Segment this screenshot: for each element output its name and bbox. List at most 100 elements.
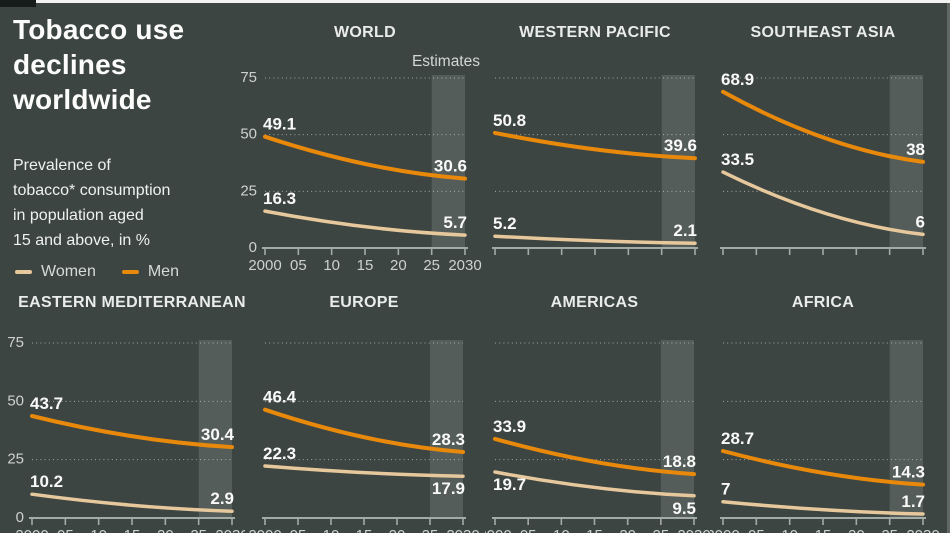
- women-end-value: 2.9: [210, 489, 234, 508]
- panel-chart-world: 2000 05 10 15 20 25 2030 75 50 25 0 Estimates 49.1 30…: [240, 53, 481, 274]
- x-tick-label: 2030: [215, 527, 245, 533]
- subtitle-line-1: Prevalence of: [13, 157, 111, 174]
- women-line: [493, 234, 697, 245]
- x-tick-label: 2000: [248, 527, 281, 533]
- women-line: [493, 470, 696, 498]
- men-line: [263, 134, 467, 181]
- estimates-band: [889, 340, 923, 518]
- women-start-value: 33.5: [721, 150, 754, 169]
- page-title: Tobacco use declines worldwide: [13, 12, 231, 117]
- panel-chart-americas: 2000 05 10 15 20 25 2030 33.9 18.8 19.7 9.5: [485, 340, 710, 533]
- x-tick-label: 25: [423, 257, 440, 274]
- x-tick-label: 25: [190, 527, 207, 533]
- estimates-band: [198, 340, 232, 518]
- men-end-value: 30.6: [434, 157, 467, 176]
- x-tick-label: 15: [356, 527, 373, 533]
- women-start-value: 16.3: [263, 189, 296, 208]
- panel-chart-africa: 2000 05 10 15 20 25 2030 28.7 14.3 7 1.7: [710, 340, 940, 533]
- x-tick-label: 15: [815, 527, 832, 533]
- women-line: [721, 499, 925, 516]
- legend-item-women: Women: [15, 263, 96, 281]
- women-start-value: 5.2: [493, 214, 517, 233]
- x-tick-label: 15: [357, 257, 374, 274]
- men-end-value: 39.6: [664, 136, 697, 155]
- title-line-3: worldwide: [13, 84, 152, 115]
- women-start-value: 10.2: [30, 472, 63, 491]
- y-tick-label: 25: [240, 182, 257, 199]
- x-tick-label: 20: [389, 527, 406, 533]
- x-tick-label: 05: [520, 527, 537, 533]
- y-tick-label: 50: [7, 392, 24, 409]
- women-end-value: 2.1: [673, 221, 697, 240]
- men-end-value: 28.3: [432, 430, 465, 449]
- title-line-1: Tobacco use: [13, 14, 185, 45]
- x-tick-label: 10: [323, 257, 340, 274]
- panel-chart-western-pacific: 50.8 39.6 5.2 2.1: [492, 75, 698, 255]
- men-line: [263, 407, 465, 454]
- x-tick-label: 05: [290, 527, 307, 533]
- panel-title-eastern-mediterranean: EASTERN MEDITERRANEAN: [18, 294, 245, 311]
- men-start-value: 28.7: [721, 429, 754, 448]
- panel-eastern-mediterranean: EASTERN MEDITERRANEAN 2000 05 10 15 20 25 2030 7…: [0, 290, 245, 533]
- women-line-swatch-icon: [15, 270, 32, 274]
- legend: Women Men: [15, 263, 179, 281]
- legend-item-men: Men: [121, 263, 179, 281]
- y-tick-label: 50: [240, 126, 257, 143]
- panel-title-western-pacific: WESTERN PACIFIC: [519, 24, 671, 41]
- panel-europe: EUROPE 2000 05 10 15 20 25 2030 46.4 28.3 22.3 17.9: [245, 290, 485, 533]
- x-tick-label: 20: [157, 527, 174, 533]
- right-border-strip: [947, 3, 950, 533]
- panel-title-europe: EUROPE: [329, 294, 399, 311]
- estimates-band: [660, 340, 694, 518]
- x-tick-label: 25: [881, 527, 898, 533]
- x-tick-label: 2030: [448, 257, 481, 274]
- estimates-band: [430, 340, 463, 518]
- x-tick-label: 20: [848, 527, 865, 533]
- panel-africa: AFRICA 2000 05 10 15 20 25 2030 28.7 14.3 7 1.7: [710, 290, 950, 533]
- x-tick-label: 25: [422, 527, 439, 533]
- x-tick-label: 10: [781, 527, 798, 533]
- women-end-value: 17.9: [432, 479, 465, 498]
- subtitle-line-4: 15 and above, in %: [13, 232, 150, 249]
- men-line: [493, 436, 696, 477]
- subtitle-line-3: in population aged: [13, 207, 144, 224]
- x-tick-label: 2000: [710, 527, 740, 533]
- x-tick-label: 20: [619, 527, 636, 533]
- x-tick-label: 2000: [485, 527, 512, 533]
- x-tick-label: 10: [553, 527, 570, 533]
- women-end-value: 5.7: [443, 213, 467, 232]
- x-tick-label: 2030: [446, 527, 479, 533]
- header: Tobacco use declines worldwide: [13, 12, 231, 117]
- x-tick-label: 10: [90, 527, 107, 533]
- men-line: [721, 89, 925, 164]
- legend-label-women: Women: [41, 263, 96, 280]
- panel-chart-southeast-asia: 68.9 38 33.5 6: [720, 70, 926, 255]
- x-tick-label: 10: [323, 527, 340, 533]
- x-tick-label: 15: [124, 527, 141, 533]
- panel-title-africa: AFRICA: [791, 294, 855, 311]
- men-line: [493, 130, 697, 161]
- men-start-value: 43.7: [30, 394, 63, 413]
- men-end-value: 18.8: [663, 452, 696, 471]
- subtitle-line-2: tobacco* consumption: [13, 182, 171, 199]
- title-line-2: declines: [13, 49, 127, 80]
- women-line: [30, 492, 234, 513]
- subtitle: Prevalence of tobacco* consumption in po…: [13, 153, 228, 253]
- top-left-corner-block: [0, 0, 36, 7]
- women-line: [263, 209, 467, 237]
- x-tick-label: 20: [390, 257, 407, 274]
- men-start-value: 50.8: [493, 111, 526, 130]
- y-tick-label: 0: [249, 239, 257, 256]
- estimates-band: [661, 75, 695, 248]
- estimates-band: [431, 75, 465, 248]
- x-tick-label: 2000: [15, 527, 48, 533]
- men-end-value: 38: [906, 140, 925, 159]
- men-end-value: 30.4: [201, 425, 235, 444]
- y-tick-label: 0: [16, 509, 24, 526]
- x-tick-label: 05: [290, 257, 307, 274]
- women-end-value: 6: [916, 212, 925, 231]
- women-line: [263, 464, 465, 478]
- y-tick-label: 75: [240, 69, 257, 86]
- legend-label-men: Men: [147, 263, 179, 280]
